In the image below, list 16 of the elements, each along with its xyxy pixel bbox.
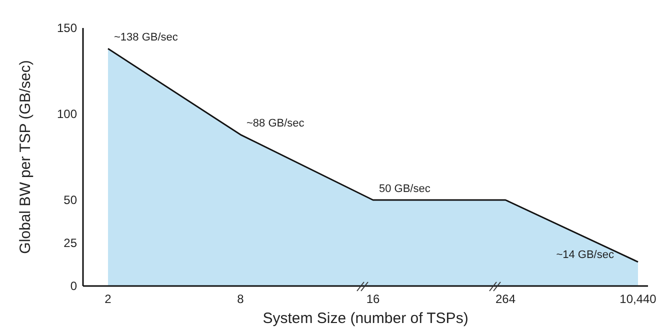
y-tick-label: 100 [56,107,78,122]
annotation: ~88 GB/sec [246,118,305,130]
x-axis-title: System Size (number of TSPs) [262,310,468,327]
annotation: 50 GB/sec [379,183,431,195]
y-tick-label: 25 [64,236,78,250]
x-tick-label: 2 [104,292,112,306]
annotation: ~138 GB/sec [114,32,178,44]
x-tick-label: 264 [495,292,516,306]
annotation: ~14 GB/sec [556,248,614,261]
x-tick-label: 16 [366,292,380,306]
y-tick-label: 0 [70,279,78,294]
x-tick-label: 8 [237,292,244,306]
y-tick-label: 50 [64,193,78,208]
y-axis-title: Global BW per TSP (GB/sec) [17,60,34,254]
x-tick-label: 10,440 [620,292,657,306]
y-tick-label: 150 [56,21,78,36]
